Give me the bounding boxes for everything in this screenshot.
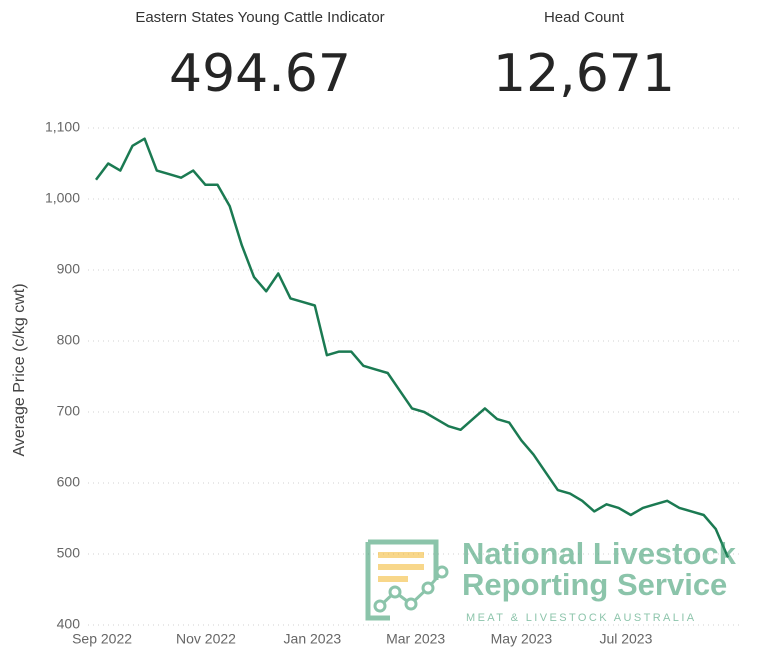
price-line (94, 137, 730, 558)
logo-bar (378, 564, 424, 570)
watermark-text: MEAT & LIVESTOCK AUSTRALIA (466, 612, 697, 624)
watermark: National Livestock Reporting Service MEA… (365, 536, 737, 624)
x-tick-label: Jul 2023 (599, 631, 652, 647)
logo-dot (388, 585, 402, 599)
y-tick-label: 700 (57, 403, 81, 419)
x-tick-label: Sep 2022 (72, 631, 132, 647)
card-value: 494.67 (169, 44, 351, 104)
x-tick-label: Mar 2023 (386, 631, 445, 647)
y-tick-label: 1,000 (45, 190, 80, 206)
y-tick-label: 600 (57, 474, 81, 490)
plot: 400 500 600 700 800 900 1,000 1,100 Sep 2022 Nov … (45, 119, 740, 647)
card-label: Eastern States Young Cattle Indicator (135, 9, 384, 26)
x-tick-label: Nov 2022 (176, 631, 236, 647)
logo-dot (404, 597, 418, 611)
logo-dot (435, 565, 449, 579)
watermark-text: National Livestock (462, 536, 737, 571)
y-tick-label: 500 (57, 545, 81, 561)
logo-frame (365, 539, 439, 621)
watermark-text: Reporting Service (462, 567, 727, 602)
card-value: 12,671 (493, 44, 675, 104)
x-tick-label: Jan 2023 (284, 631, 342, 647)
x-tick-label: May 2023 (491, 631, 553, 647)
y-tick-label: 800 (57, 332, 81, 348)
y-tick-label: 900 (57, 261, 81, 277)
logo-bar (378, 576, 408, 582)
logo-dot (421, 581, 435, 595)
y-axis-label: Average Price (c/kg cwt) (11, 283, 28, 456)
y-tick-label: 400 (57, 616, 81, 632)
card-label: Head Count (544, 9, 625, 26)
logo-dot (373, 599, 387, 613)
logo-bar (378, 552, 424, 558)
y-tick-label: 1,100 (45, 119, 80, 135)
